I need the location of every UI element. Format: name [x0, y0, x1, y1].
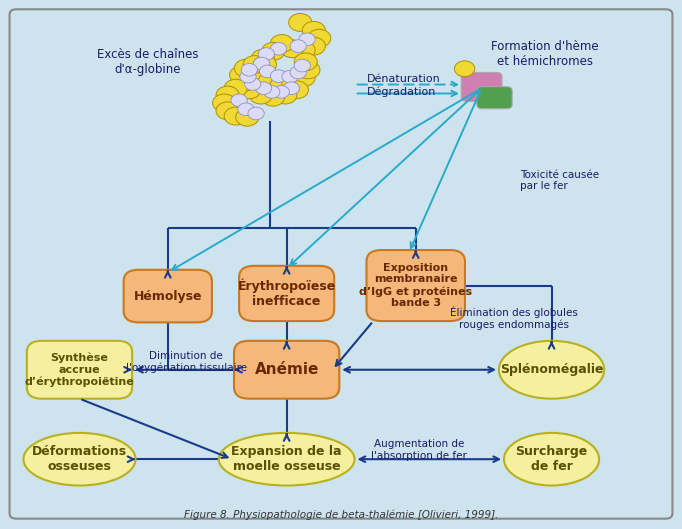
Ellipse shape — [504, 433, 599, 486]
Circle shape — [261, 88, 284, 106]
Circle shape — [236, 108, 258, 126]
FancyBboxPatch shape — [366, 250, 465, 321]
Circle shape — [454, 61, 475, 77]
Circle shape — [294, 53, 317, 71]
Text: Hémolyse: Hémolyse — [134, 289, 202, 303]
FancyBboxPatch shape — [234, 341, 340, 399]
Circle shape — [308, 29, 331, 47]
Circle shape — [270, 70, 286, 83]
Circle shape — [259, 65, 276, 78]
Circle shape — [254, 57, 269, 70]
Circle shape — [273, 86, 297, 104]
FancyBboxPatch shape — [461, 72, 502, 102]
Circle shape — [290, 40, 306, 52]
Circle shape — [230, 66, 253, 84]
Circle shape — [290, 66, 306, 79]
Text: Érythropoïese
inefficace: Érythropoïese inefficace — [237, 279, 336, 308]
Text: Splénomégalie: Splénomégalie — [500, 363, 604, 376]
Text: Figure 8. Physiopathologie de beta-thalémie [Olivieri, 1999].: Figure 8. Physiopathologie de beta-thalé… — [184, 509, 498, 519]
Circle shape — [261, 42, 284, 60]
Circle shape — [216, 102, 239, 120]
Circle shape — [282, 70, 298, 83]
Circle shape — [299, 33, 315, 45]
Circle shape — [224, 79, 248, 97]
Circle shape — [294, 59, 310, 72]
Circle shape — [245, 57, 267, 75]
Circle shape — [297, 61, 320, 79]
Text: Formation d'hème
et hémichromes: Formation d'hème et hémichromes — [491, 40, 599, 68]
Circle shape — [302, 21, 325, 39]
Circle shape — [292, 69, 315, 87]
Circle shape — [288, 14, 312, 31]
Text: Augmentation de
l'absorption de fer: Augmentation de l'absorption de fer — [371, 439, 467, 461]
Circle shape — [254, 56, 276, 74]
Ellipse shape — [219, 433, 355, 486]
Circle shape — [302, 37, 325, 55]
Text: Déformations
osseuses: Déformations osseuses — [32, 445, 127, 473]
Circle shape — [224, 107, 248, 125]
Circle shape — [235, 59, 258, 77]
Circle shape — [252, 49, 274, 67]
Text: Toxicité causée
par le fer: Toxicité causée par le fer — [520, 169, 599, 191]
Circle shape — [270, 42, 286, 55]
Circle shape — [231, 94, 248, 107]
Text: Anémie: Anémie — [254, 362, 319, 377]
Text: Synthèse
accrue
d’érythropoiëtine: Synthèse accrue d’érythropoiëtine — [25, 353, 134, 387]
Circle shape — [256, 82, 271, 95]
Circle shape — [240, 70, 256, 83]
Circle shape — [248, 107, 264, 120]
Circle shape — [280, 40, 303, 58]
Circle shape — [285, 81, 308, 99]
Text: Excès de chaînes
d'α-globine: Excès de chaînes d'α-globine — [97, 48, 198, 76]
Text: Expansion de la
moelle osseuse: Expansion de la moelle osseuse — [231, 445, 342, 473]
FancyBboxPatch shape — [477, 87, 512, 109]
Circle shape — [241, 63, 258, 76]
Circle shape — [282, 74, 305, 92]
Text: Élimination des globules
rouges endommagés: Élimination des globules rouges endommag… — [450, 306, 578, 330]
Ellipse shape — [23, 433, 136, 486]
Circle shape — [258, 72, 281, 90]
Circle shape — [231, 74, 254, 92]
Text: Diminution de
l'oxygénation tissulaire: Diminution de l'oxygénation tissulaire — [125, 351, 247, 373]
Circle shape — [238, 103, 254, 115]
Text: Dénaturation: Dénaturation — [367, 74, 441, 84]
Circle shape — [292, 41, 315, 59]
Circle shape — [238, 81, 261, 99]
Circle shape — [263, 86, 280, 98]
Circle shape — [283, 82, 299, 95]
Ellipse shape — [499, 341, 604, 399]
Circle shape — [245, 78, 261, 90]
FancyBboxPatch shape — [239, 266, 334, 321]
Circle shape — [248, 66, 271, 84]
Circle shape — [270, 76, 293, 94]
Text: Surcharge
de fer: Surcharge de fer — [516, 445, 588, 473]
Circle shape — [216, 86, 239, 104]
FancyBboxPatch shape — [27, 341, 132, 399]
Circle shape — [270, 34, 293, 52]
Circle shape — [258, 48, 274, 60]
Circle shape — [243, 56, 266, 74]
Text: Exposition
membranaire
d’IgG et protéines
bande 3: Exposition membranaire d’IgG et protéine… — [359, 263, 472, 308]
FancyBboxPatch shape — [123, 270, 212, 322]
Circle shape — [213, 94, 236, 112]
Text: Dégradation: Dégradation — [367, 87, 436, 97]
Circle shape — [273, 86, 289, 98]
Circle shape — [250, 86, 272, 104]
